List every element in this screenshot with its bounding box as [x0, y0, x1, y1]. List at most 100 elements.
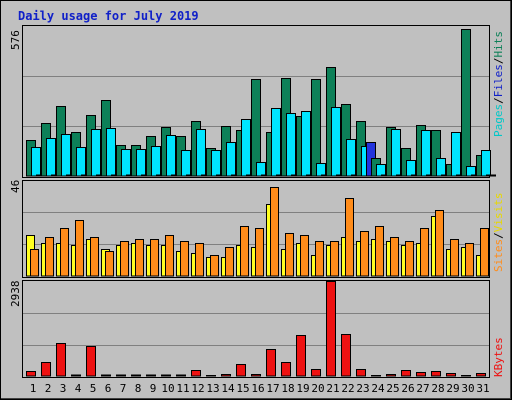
x-label-day-18: 18 [281, 382, 294, 395]
bar-files-day-21 [331, 107, 341, 177]
x-label-day-23: 23 [356, 382, 369, 395]
bar-files-day-4 [76, 147, 86, 177]
legend-sites: Sites [492, 239, 505, 272]
bar-kbytes-day-26 [401, 370, 411, 377]
bar-sites-day-22 [345, 198, 354, 277]
bar-files-day-3 [61, 134, 71, 177]
bar-sites-day-11 [180, 241, 189, 277]
bar-sites-day-2 [45, 237, 54, 277]
chart-title: Daily usage for July 2019 [18, 9, 199, 23]
bar-kbytes-day-11 [176, 374, 186, 377]
x-label-day-19: 19 [296, 382, 309, 395]
bar-files-day-17 [271, 108, 281, 177]
bar-sites-day-8 [135, 239, 144, 277]
x-label-day-2: 2 [45, 382, 52, 395]
legend-sep-1: / [492, 97, 505, 104]
bar-files-day-24 [376, 164, 386, 177]
x-label-day-22: 22 [341, 382, 354, 395]
x-label-day-26: 26 [401, 382, 414, 395]
bar-pages-day-31 [486, 174, 496, 177]
bar-hits-day-20 [311, 79, 321, 177]
bar-kbytes-day-23 [356, 369, 366, 377]
panel2-ymax-label: 46 [9, 180, 22, 193]
bar-sites-day-15 [240, 226, 249, 277]
bar-hits-day-30 [461, 29, 471, 177]
bar-kbytes-day-5 [86, 346, 96, 377]
bar-kbytes-day-17 [266, 349, 276, 377]
bar-files-day-13 [211, 150, 221, 177]
x-label-day-15: 15 [236, 382, 249, 395]
bar-files-day-15 [241, 119, 251, 177]
bar-files-day-26 [406, 160, 416, 177]
panel3-ymax-label: 2938 [9, 281, 22, 308]
bar-sites-day-7 [120, 241, 129, 277]
bar-sites-day-29 [450, 239, 459, 277]
panel1-bars [26, 29, 496, 177]
panel-pages-files-hits [22, 25, 496, 178]
x-label-day-3: 3 [60, 382, 67, 395]
bar-files-day-16 [256, 162, 266, 177]
bar-files-day-25 [391, 129, 401, 177]
x-label-day-24: 24 [371, 382, 385, 395]
bar-sites-day-18 [285, 233, 294, 277]
bar-sites-day-28 [435, 210, 444, 277]
bar-sites-day-19 [300, 235, 309, 277]
bar-kbytes-day-30 [461, 375, 471, 377]
bar-files-day-28 [436, 158, 446, 177]
bar-files-day-20 [316, 163, 326, 177]
x-label-day-12: 12 [191, 382, 204, 395]
x-label-day-4: 4 [75, 382, 82, 395]
x-label-day-17: 17 [266, 382, 279, 395]
bar-sites-day-17 [270, 187, 279, 277]
bar-sites-day-31 [480, 228, 489, 277]
legend-hits: Hits [492, 31, 505, 58]
legend-visits: Visits [492, 193, 505, 233]
bar-files-day-1 [31, 147, 41, 177]
bar-kbytes-day-1 [26, 371, 36, 377]
x-label-day-29: 29 [446, 382, 459, 395]
bar-sites-day-21 [330, 241, 339, 277]
bar-sites-day-25 [390, 237, 399, 277]
legend-pages: Pages [492, 104, 505, 137]
bar-kbytes-day-9 [146, 374, 156, 377]
x-label-day-25: 25 [386, 382, 399, 395]
panel3-frame [22, 280, 490, 378]
x-label-day-8: 8 [135, 382, 142, 395]
bar-kbytes-day-8 [131, 374, 141, 377]
bar-sites-day-10 [165, 235, 174, 277]
bar-files-day-10 [166, 135, 176, 177]
legend-sep-2: / [492, 58, 505, 65]
bar-sites-day-4 [75, 220, 84, 277]
bar-kbytes-day-29 [446, 373, 456, 377]
bar-kbytes-day-21 [326, 281, 336, 377]
bar-kbytes-day-16 [251, 374, 261, 377]
panel1-ymax-label: 576 [9, 30, 22, 50]
x-label-day-14: 14 [221, 382, 235, 395]
bar-kbytes-day-27 [416, 372, 426, 377]
x-label-day-1: 1 [30, 382, 37, 395]
panel3-gridlines [23, 313, 489, 346]
bar-files-day-12 [196, 129, 206, 177]
panel2-bars [26, 187, 489, 277]
bar-kbytes-day-12 [191, 370, 201, 377]
bar-sites-day-9 [150, 239, 159, 277]
panel-sites-visits [22, 180, 490, 278]
bar-kbytes-day-14 [221, 374, 231, 377]
bar-files-day-8 [136, 149, 146, 177]
bar-kbytes-day-19 [296, 335, 306, 377]
bar-files-day-22 [346, 139, 356, 177]
x-label-day-31: 31 [476, 382, 489, 395]
bar-kbytes-day-18 [281, 362, 291, 377]
x-label-day-13: 13 [206, 382, 219, 395]
bar-sites-day-1 [30, 249, 39, 277]
bar-kbytes-day-3 [56, 343, 66, 377]
bar-sites-day-27 [420, 228, 429, 277]
bar-kbytes-day-15 [236, 364, 246, 377]
panel2-legend: Sites/Visits [492, 193, 505, 273]
x-axis-day-labels: 1 2 3 4 5 6 7 8 9 10 11 12 13 14 15 16 17 18 19 20 21 22 23 24 2… [30, 382, 490, 395]
x-label-day-6: 6 [105, 382, 112, 395]
bar-kbytes-day-31 [476, 373, 486, 377]
bar-files-day-27 [421, 130, 431, 177]
bar-sites-day-5 [90, 237, 99, 277]
